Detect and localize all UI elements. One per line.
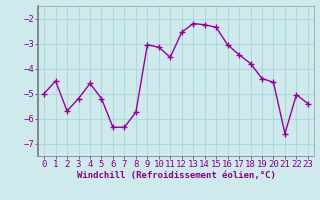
X-axis label: Windchill (Refroidissement éolien,°C): Windchill (Refroidissement éolien,°C) xyxy=(76,171,276,180)
